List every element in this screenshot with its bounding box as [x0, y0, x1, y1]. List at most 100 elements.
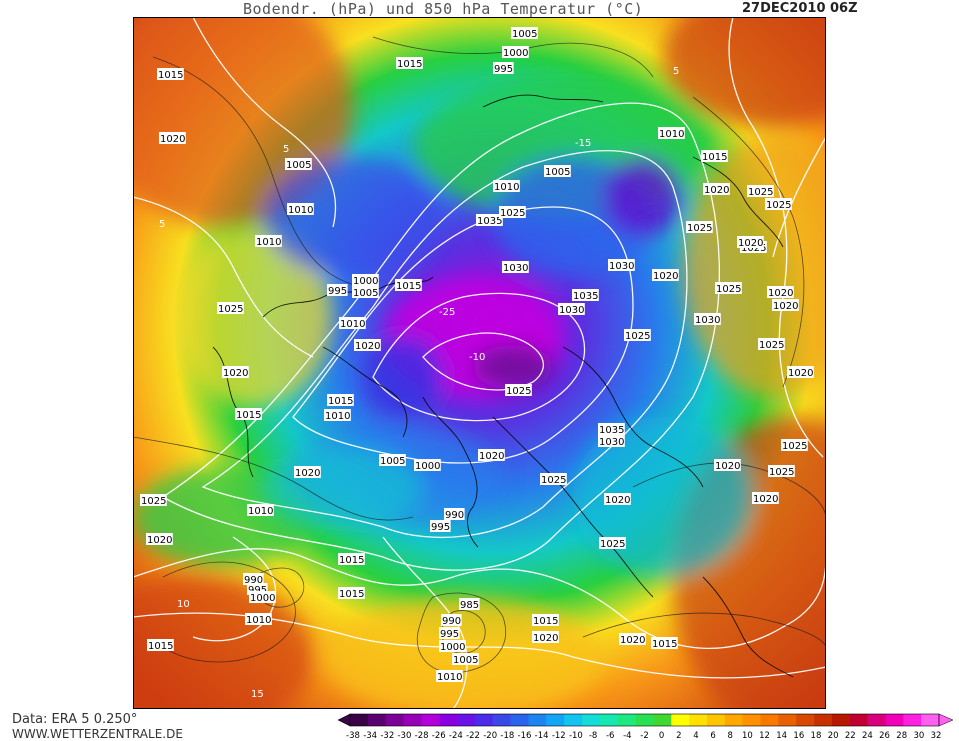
isobar-label-text: 1030 [503, 263, 528, 274]
colorbar-tick-label: -22 [466, 731, 480, 741]
isobar-label: 990 [243, 573, 264, 586]
colorbar-segment [653, 714, 672, 726]
colorbar-ticks: -38 -34 -32 -30 -28 -26 -24 -22 -20 -18 -16 -14 -12-… [346, 731, 941, 741]
isobar-label-text: 1015 [652, 639, 677, 650]
colorbar-segment [564, 714, 583, 726]
isobar-label-text: 1020 [773, 301, 798, 312]
colorbar-frame [349, 713, 940, 727]
isobar-label: 1020 [752, 492, 779, 505]
isobar-label-text: 1005 [380, 456, 405, 467]
colorbar-segment [439, 714, 458, 726]
isobar-label: 995 [430, 520, 451, 533]
isobar-label: 1025 [758, 338, 785, 351]
isobar-label: 1010 [658, 127, 685, 140]
isobar-label-text: 1020 [147, 535, 172, 546]
isobar-label: 1015 [338, 587, 365, 600]
colorbar-segment [582, 714, 601, 726]
isobar-label-text: 1020 [160, 134, 185, 145]
isobar-label: 1015 [147, 639, 174, 652]
map-date: 27DEC2010 06Z [742, 1, 858, 16]
colorbar-segment [903, 714, 922, 726]
isobar-label-text: 1015 [148, 641, 173, 652]
isobar-label: 1020 [652, 269, 679, 282]
isobar-label: 1015 [651, 637, 678, 650]
colorbar-segment [724, 714, 743, 726]
colorbar-segment [403, 714, 422, 726]
isobar-label-text: 1015 [339, 589, 364, 600]
colorbar-tick-label: 8 [728, 731, 733, 741]
isobar-label: 1025 [686, 221, 713, 234]
isobar-label: 1025 [747, 185, 774, 198]
colorbar-segment [350, 714, 369, 726]
colorbar-tick-label: -18 [500, 731, 514, 741]
isobar-label-text: 1015 [158, 70, 183, 81]
colorbar-max-arrow [938, 713, 954, 727]
isobar-label: 1025 [217, 302, 244, 315]
colorbar-tick-label: 14 [776, 731, 787, 741]
isobar-label: 990 [444, 508, 465, 521]
isobar-label: 1030 [608, 259, 635, 272]
isobar-label: 1025 [599, 537, 626, 550]
isobar-label-text: 1030 [695, 315, 720, 326]
isobar-label: 1010 [324, 409, 351, 422]
isobar-label: 1005 [452, 653, 479, 666]
colorbar-tick-label: -28 [415, 731, 429, 741]
isobar-label: 1025 [765, 198, 792, 211]
isobar-label-text: 1020 [620, 635, 645, 646]
isobar-label: 1010 [245, 613, 272, 626]
isobar-label-text: 995 [440, 629, 459, 640]
isobar-label-text: 995 [248, 585, 267, 596]
isobar-label: 1020 [354, 339, 381, 352]
isobar-contours [133, 36, 826, 674]
colorbar-tick-label: -2 [640, 731, 648, 741]
map-title: Bodendr. (hPa) und 850 hPa Temperatur (°… [243, 0, 644, 18]
isobar-label: 1025 [540, 473, 567, 486]
isobar-label-text: 1035 [477, 216, 502, 227]
isobar-label: 990 [441, 614, 462, 627]
isobar-label: 1020 [294, 466, 321, 479]
colorbar-segments [337, 713, 954, 727]
isobar-label-text: 1015 [396, 281, 421, 292]
isobar-label-text: 1010 [288, 205, 313, 216]
colorbar-segment [457, 714, 476, 726]
isobar-label-text: 1035 [573, 291, 598, 302]
colorbar-segment [385, 714, 404, 726]
isobar-label: 1025 [715, 282, 742, 295]
isotherm-label: 5 [283, 144, 289, 155]
temperature-colorbar: -38 -34 -32 -30 -28 -26 -24 -22 -20 -18 -16 -14 -12-… [337, 713, 954, 741]
isobar-label-text: 1000 [503, 48, 528, 59]
isobar-label-text: 1010 [246, 615, 271, 626]
colorbar-segment [867, 714, 886, 726]
isobar-label: 1010 [255, 235, 282, 248]
map-frame [133, 17, 826, 709]
colorbar-segment [689, 714, 708, 726]
colorbar-tick-label: 26 [879, 731, 890, 741]
isobar-label-text: 1005 [286, 160, 311, 171]
colorbar-tick-label: 6 [710, 731, 715, 741]
isobar-label: 1015 [235, 408, 262, 421]
colorbar-tick-label: -8 [589, 731, 597, 741]
colorbar-tick-label: 32 [931, 731, 942, 741]
isotherm-label: -25 [439, 307, 455, 318]
isobar-label: 1035 [572, 289, 599, 302]
colorbar-tick-label: 18 [811, 731, 822, 741]
isobar-label-text: 995 [328, 286, 347, 297]
coastlines [212, 94, 794, 678]
isobar-label-text: 1020 [223, 368, 248, 379]
isobar-label: 1015 [532, 614, 559, 627]
isobar-label-text: 990 [442, 616, 461, 627]
isobar-label: 995 [493, 62, 514, 75]
website-label[interactable]: WWW.WETTERZENTRALE.DE [12, 727, 183, 741]
colorbar-tick-label: -6 [606, 731, 614, 741]
colorbar-min-arrow [337, 713, 351, 727]
colorbar-tick-label: 16 [793, 731, 804, 741]
isobar-label-text: 1025 [748, 187, 773, 198]
isobar-label-text: 1005 [512, 29, 537, 40]
colorbar-segment [671, 714, 690, 726]
colorbar-tick-label: -16 [518, 731, 532, 741]
isobar-label: 1020 [703, 183, 730, 196]
colorbar-segment [635, 714, 654, 726]
colorbar-tick-label: -38 [346, 731, 360, 741]
isotherm-label: 5 [159, 219, 165, 230]
